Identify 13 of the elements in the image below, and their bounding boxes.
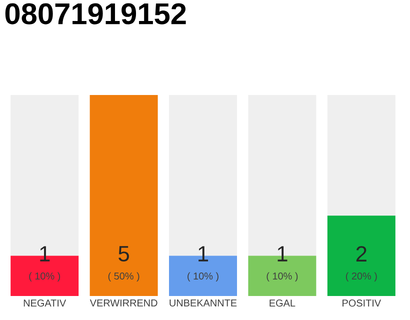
annotation: ( 10% ) bbox=[29, 272, 60, 282]
chart-title: 08071919152 bbox=[5, 3, 186, 24]
x-tick-label: VERWIRREND bbox=[90, 300, 158, 306]
annotation: ( 50% ) bbox=[108, 272, 140, 282]
x-tick-label: NEGATIV bbox=[24, 300, 66, 307]
x-tick-label: UNBEKANNTE bbox=[170, 300, 237, 306]
annotation: ( 10% ) bbox=[188, 272, 218, 282]
data-label: 2 bbox=[356, 246, 366, 262]
data-label: 5 bbox=[118, 246, 129, 262]
x-tick-label: POSITIV bbox=[342, 300, 382, 307]
annotation: ( 20% ) bbox=[346, 272, 377, 282]
x-tick-label: EGAL bbox=[270, 300, 296, 307]
annotation: ( 10% ) bbox=[266, 272, 298, 282]
